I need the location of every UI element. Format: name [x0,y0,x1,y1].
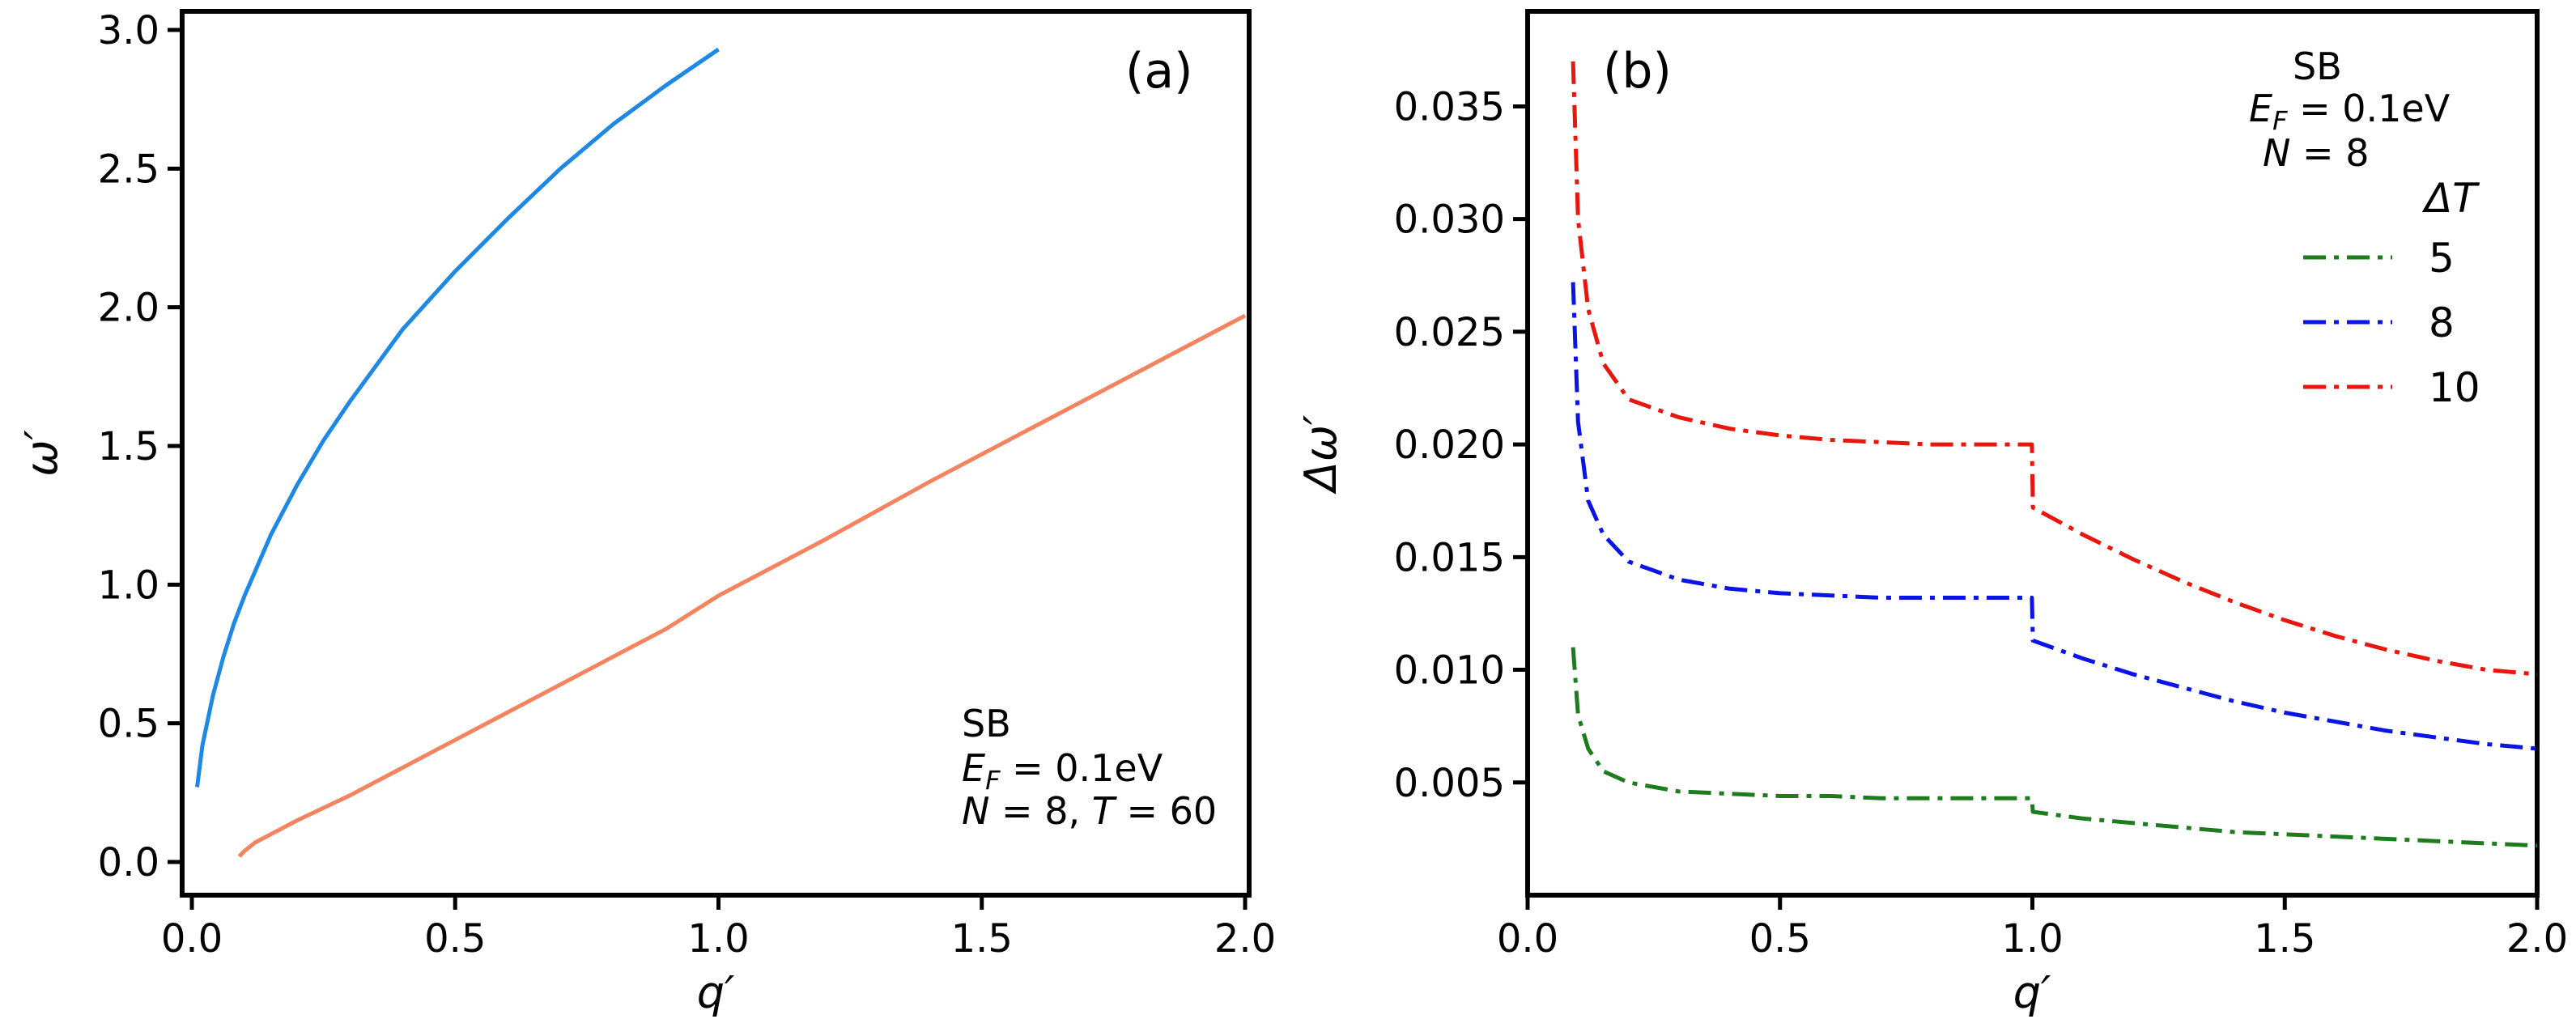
panel-b-ytick-label: 0.025 [1394,310,1505,355]
annotation-t-value: = 60 [1115,789,1217,833]
panel-a-xtick-label: 2.0 [1214,916,1276,962]
annotation-n-symbol: N [2263,131,2290,175]
annotation-t-symbol: T [1092,789,1118,833]
panel-b-lines [1571,61,2538,848]
panel-a-xtick-label: 1.0 [687,916,749,962]
panel-a-frame [180,9,1252,898]
annotation-n-value: = 8, [989,789,1091,833]
panel-b-xtick-label: 0.0 [1497,916,1558,962]
panel-b-ticks: 0.0 0.5 1.0 1.5 2.0 0.005 0.010 0.015 0.020 0.025… [1394,84,2569,962]
panel-b-ytick-label: 0.010 [1394,648,1505,694]
panel-a-ytick-label: 1.0 [98,563,159,608]
panel-b: 0.0 0.5 1.0 1.5 2.0 0.005 0.010 0.015 0.020 0.025… [1295,9,2569,1018]
panel-b-ytick-label: 0.015 [1394,535,1505,580]
panel-a: 0.0 0.5 1.0 1.5 2.0 0.0 0.5 1.0 1.5 2.0 2.5 3.0 (a)… [16,8,1276,1018]
panel-b-series-8 [1571,282,2538,751]
panel-a-ytick-label: 2.5 [98,146,159,192]
panel-a-ticks: 0.0 0.5 1.0 1.5 2.0 0.0 0.5 1.0 1.5 2.0 2.5 3.0 [98,8,1277,962]
panel-b-xtick-label: 1.5 [2254,916,2315,962]
annotation-ef-symbol: E [962,746,985,790]
legend-label-8: 8 [2429,299,2455,346]
legend-label-5: 5 [2429,235,2455,282]
panel-b-xtick-label: 2.0 [2506,916,2568,962]
panel-a-lines [195,47,1247,858]
annotation-n-symbol: N [962,789,989,833]
panel-b-annotation: SB EF = 0.1eV N = 8 [2249,45,2451,175]
panel-a-xtick-label: 0.0 [161,916,223,962]
annotation-ef-subscript: F [985,765,1001,796]
panel-a-xlabel: q′ [697,967,735,1018]
panel-a-annotation: SB EF = 0.1eV N = 8, T = 60 [962,702,1217,833]
panel-a-ytick-label: 2.0 [98,286,159,331]
panel-b-ytick-label: 0.020 [1394,422,1505,468]
annotation-ef-value: = 0.1eV [1000,746,1163,790]
panel-b-series-10 [1571,61,2538,677]
panel-b-annotation-line3: N = 8 [2263,131,2369,175]
panel-b-xtick-label: 0.5 [1749,916,1811,962]
annotation-n-value: = 8 [2290,131,2369,175]
panel-a-xtick-label: 0.5 [424,916,486,962]
panel-a-ylabel: ω′ [16,430,67,476]
panel-a-ytick-label: 0.5 [98,702,159,747]
panel-a-annotation-line2: EF = 0.1eV [962,746,1163,796]
panel-b-annotation-line1: SB [2293,45,2342,88]
panel-b-series-5 [1571,647,2538,848]
panel-a-series-lower-branch [237,313,1247,858]
annotation-ef-subscript: F [2272,105,2288,136]
panel-b-ytick-label: 0.035 [1394,84,1505,130]
annotation-ef-symbol: E [2249,87,2272,130]
panel-a-xtick-label: 1.5 [951,916,1013,962]
panel-b-ylabel: Δω′ [1295,415,1346,495]
panel-b-xtick-label: 1.0 [2001,916,2063,962]
panel-a-series-upper-branch [195,47,720,788]
panel-b-ytick-label: 0.030 [1394,197,1505,243]
panel-a-annotation-line1: SB [962,702,1011,745]
panel-b-label: (b) [1603,43,1672,100]
panel-a-annotation-line3: N = 8, T = 60 [962,789,1217,833]
legend-label-10: 10 [2429,364,2480,411]
legend-title: ΔT [2421,175,2480,222]
panel-a-label: (a) [1125,43,1193,100]
panel-b-xlabel: q′ [2013,967,2051,1018]
panel-a-ytick-label: 0.0 [98,840,159,885]
panel-a-ytick-label: 1.5 [98,424,159,469]
panel-b-frame [1525,9,2540,898]
annotation-ef-value: = 0.1eV [2287,87,2450,130]
panel-b-ytick-label: 0.005 [1394,761,1505,806]
panel-b-legend: ΔT 5 8 10 [2303,175,2480,411]
panel-a-ytick-label: 3.0 [98,8,159,53]
panel-b-annotation-line2: EF = 0.1eV [2249,87,2451,136]
